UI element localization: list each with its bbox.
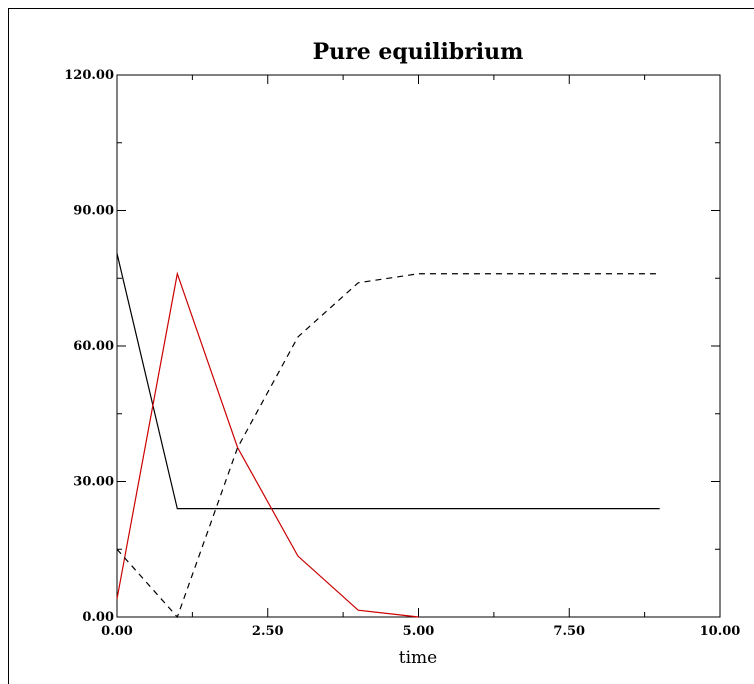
x-tick-label: 7.50 — [553, 624, 585, 639]
chart-frame — [8, 8, 754, 684]
y-tick-label: 60.00 — [73, 339, 114, 354]
y-tick-label: 0.00 — [82, 610, 114, 625]
x-tick-label: 10.00 — [700, 624, 741, 639]
y-tick-label: 90.00 — [73, 204, 114, 219]
x-tick-label: 0.00 — [101, 624, 133, 639]
ticks — [116, 74, 721, 618]
series-line-0 — [116, 253, 660, 510]
series — [116, 253, 660, 619]
series-line-1 — [116, 271, 419, 618]
chart-title: Pure equilibrium — [313, 39, 524, 65]
series-line-2 — [116, 273, 660, 619]
x-tick-label: 5.00 — [403, 624, 435, 639]
y-tick-label: 120.00 — [64, 68, 114, 83]
plot-area — [116, 74, 721, 618]
x-axis-label: time — [399, 648, 437, 668]
tick-labels: 0.00 2.50 5.00 7.50 10.00 0.00 30.00 60.00 90.00… — [64, 68, 740, 639]
x-tick-label: 2.50 — [252, 624, 284, 639]
y-tick-label: 30.00 — [73, 475, 114, 490]
